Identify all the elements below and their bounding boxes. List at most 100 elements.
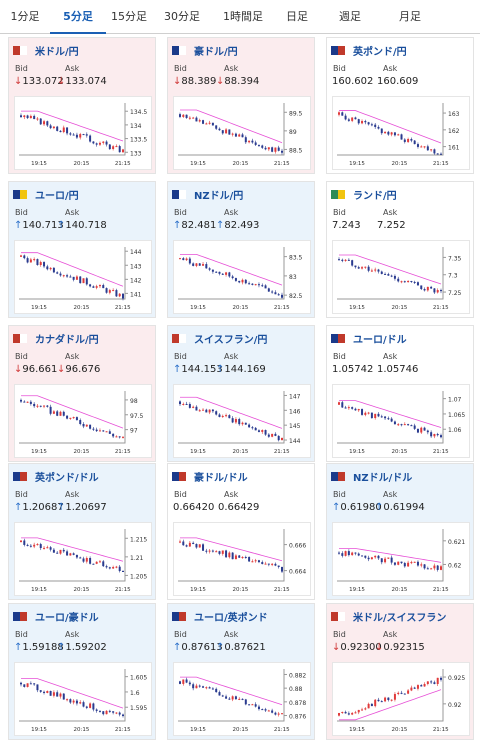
tab-1[interactable]: 1分足 bbox=[10, 10, 40, 23]
candle-body bbox=[374, 413, 377, 419]
candle-body bbox=[390, 557, 393, 563]
candle-body bbox=[102, 561, 105, 567]
rate-card[interactable]: ユーロ/円 Bid Ask ↑140.713 ↑140.718 144 143 14… bbox=[8, 181, 156, 318]
rate-card[interactable]: ユーロ/ドル Bid Ask 1.05742 1.05746 1.07 1.065… bbox=[326, 325, 474, 462]
price-chart[interactable]: 144 143 142 141 19:15 20:15 21:15 bbox=[14, 240, 152, 314]
pair-name[interactable]: ユーロ/英ポンド bbox=[194, 612, 268, 624]
pair-name[interactable]: ユーロ/円 bbox=[35, 190, 79, 202]
pair-name[interactable]: スイスフラン/円 bbox=[194, 334, 268, 346]
candle-body bbox=[102, 285, 105, 289]
tab-2[interactable]: 5分足 bbox=[50, 0, 106, 34]
candle-body bbox=[218, 414, 221, 417]
pair-name[interactable]: NZドル/ドル bbox=[353, 472, 413, 484]
candle-body bbox=[248, 140, 251, 143]
price-chart[interactable]: 7.35 7.3 7.25 19:15 20:15 21:15 bbox=[332, 240, 470, 314]
candle-body bbox=[108, 290, 111, 293]
price-chart[interactable]: 147 146 145 144 19:15 20:15 21:15 bbox=[173, 384, 311, 458]
price-chart[interactable]: 0.666 0.664 19:15 20:15 21:15 bbox=[173, 522, 311, 596]
candle-body bbox=[440, 153, 442, 155]
candle-body bbox=[221, 695, 224, 697]
rate-card[interactable]: ユーロ/英ポンド Bid Ask ↑0.87613 ↑0.87621 0.882… bbox=[167, 603, 315, 740]
rate-card[interactable]: NZドル/ドル Bid Ask ↑0.61980 ↑0.61994 0.621 0… bbox=[326, 463, 474, 600]
rate-card[interactable]: 英ポンド/ドル Bid Ask ↑1.20687 ↑1.20697 1.215 1… bbox=[8, 463, 156, 600]
pair-name[interactable]: ランド/円 bbox=[353, 190, 397, 202]
pair-name[interactable]: 英ポンド/ドル bbox=[35, 472, 99, 484]
pair-name[interactable]: 豪ドル/ドル bbox=[194, 472, 248, 484]
y-tick-label: 144 bbox=[130, 249, 142, 256]
candle-body bbox=[407, 281, 410, 283]
rate-card[interactable]: ランド/円 Bid Ask 7.243 7.252 7.35 7.3 7.25 19:… bbox=[326, 181, 474, 318]
pair-name[interactable]: 英ポンド/円 bbox=[353, 46, 407, 58]
tab-6[interactable]: 日足 bbox=[286, 10, 308, 23]
candle-body bbox=[257, 430, 260, 432]
moving-average-line bbox=[21, 537, 124, 562]
candle-body bbox=[407, 139, 410, 142]
candle-body bbox=[413, 140, 416, 145]
rate-card[interactable]: スイスフラン/円 Bid Ask ↑144.153 ↑144.169 147 14… bbox=[167, 325, 315, 462]
tab-8[interactable]: 月足 bbox=[399, 10, 421, 23]
price-chart[interactable]: 89.5 89 88.5 19:15 20:15 21:15 bbox=[173, 96, 311, 170]
price-chart[interactable]: 1.07 1.065 1.06 19:15 20:15 21:15 bbox=[332, 384, 470, 458]
x-tick-label: 20:15 bbox=[391, 305, 407, 311]
tab-7[interactable]: 週足 bbox=[339, 10, 361, 23]
candle-body bbox=[390, 275, 393, 277]
candle-body bbox=[251, 140, 254, 143]
price-chart[interactable]: 1.605 1.6 1.595 19:15 20:15 21:15 bbox=[14, 662, 152, 736]
rate-card[interactable]: ユーロ/豪ドル Bid Ask ↑1.59188 ↑1.59202 1.605 1… bbox=[8, 603, 156, 740]
candle-body bbox=[98, 710, 101, 712]
card-title: 豪ドル/円 bbox=[172, 44, 238, 58]
price-chart[interactable]: 0.621 0.62 19:15 20:15 21:15 bbox=[332, 522, 470, 596]
candle-body bbox=[122, 293, 124, 299]
rate-card[interactable]: 米ドル/円 Bid Ask ↓133.072 ↓133.074 134.5 134… bbox=[8, 37, 156, 174]
price-chart[interactable]: 1.215 1.21 1.205 19:15 20:15 21:15 bbox=[14, 522, 152, 596]
rate-card[interactable]: 英ポンド/円 Bid Ask 160.602 160.609 163 162 161… bbox=[326, 37, 474, 174]
rate-card[interactable]: 豪ドル/ドル Bid Ask 0.66420 0.66429 0.666 0.66… bbox=[167, 463, 315, 600]
y-tick-label: 83.5 bbox=[289, 255, 303, 262]
x-tick-label: 20:15 bbox=[232, 727, 248, 733]
ask-value: ↑144.169 bbox=[216, 364, 266, 375]
card-title: NZドル/円 bbox=[172, 188, 244, 202]
ask-label: Ask bbox=[383, 64, 398, 73]
rate-card[interactable]: NZドル/円 Bid Ask ↑82.481 ↑82.493 83.5 83 82.… bbox=[167, 181, 315, 318]
candle-body bbox=[341, 553, 344, 556]
candle-body bbox=[390, 132, 393, 135]
rate-card[interactable]: カナダドル/円 Bid Ask ↓96.661 ↓96.676 98 97.5 97… bbox=[8, 325, 156, 462]
tab-3[interactable]: 15分足 bbox=[111, 10, 147, 23]
candle-body bbox=[195, 544, 198, 548]
country-flag-icon bbox=[172, 471, 186, 481]
rate-card[interactable]: 米ドル/スイスフラン Bid Ask ↓0.92300 ↓0.92315 0.9… bbox=[326, 603, 474, 740]
tab-5[interactable]: 1時間足 bbox=[223, 10, 263, 23]
price-chart[interactable]: 83.5 83 82.5 19:15 20:15 21:15 bbox=[173, 240, 311, 314]
candle-body bbox=[188, 404, 191, 408]
pair-name[interactable]: ユーロ/豪ドル bbox=[35, 612, 99, 624]
pair-name[interactable]: 米ドル/円 bbox=[35, 46, 79, 58]
candle-body bbox=[361, 555, 364, 557]
price-chart[interactable]: 0.925 0.92 19:15 20:15 21:15 bbox=[332, 662, 470, 736]
moving-average-line bbox=[180, 109, 283, 144]
price-chart[interactable]: 98 97.5 97 19:15 20:15 21:15 bbox=[14, 384, 152, 458]
candle-body bbox=[420, 685, 423, 687]
price-chart[interactable]: 0.882 0.88 0.878 0.876 19:15 20:15 21:15 bbox=[173, 662, 311, 736]
candle-body bbox=[234, 419, 237, 423]
x-tick-label: 21:15 bbox=[115, 587, 131, 593]
rate-card[interactable]: 豪ドル/円 Bid Ask ↓88.389 ↓88.394 89.5 89 88.5… bbox=[167, 37, 315, 174]
pair-name[interactable]: NZドル/円 bbox=[194, 190, 244, 202]
price-chart[interactable]: 163 162 161 19:15 20:15 21:15 bbox=[332, 96, 470, 170]
pair-name[interactable]: 米ドル/スイスフラン bbox=[353, 612, 447, 624]
candle-body bbox=[361, 267, 364, 269]
candle-body bbox=[195, 406, 198, 411]
candle-body bbox=[72, 417, 75, 419]
candle-body bbox=[49, 125, 52, 129]
pair-name[interactable]: 豪ドル/円 bbox=[194, 46, 238, 58]
y-tick-label: 1.06 bbox=[448, 427, 462, 434]
candle-body bbox=[354, 265, 357, 268]
candle-body bbox=[433, 433, 436, 437]
candle-body bbox=[231, 418, 234, 423]
candle-body bbox=[351, 260, 354, 266]
pair-name[interactable]: カナダドル/円 bbox=[35, 334, 99, 346]
pair-name[interactable]: ユーロ/ドル bbox=[353, 334, 407, 346]
ask-label: Ask bbox=[383, 490, 398, 499]
tab-4[interactable]: 30分足 bbox=[164, 10, 200, 23]
candle-body bbox=[248, 704, 251, 706]
price-chart[interactable]: 134.5 134 133.5 133 19:15 20:15 21:15 bbox=[14, 96, 152, 170]
